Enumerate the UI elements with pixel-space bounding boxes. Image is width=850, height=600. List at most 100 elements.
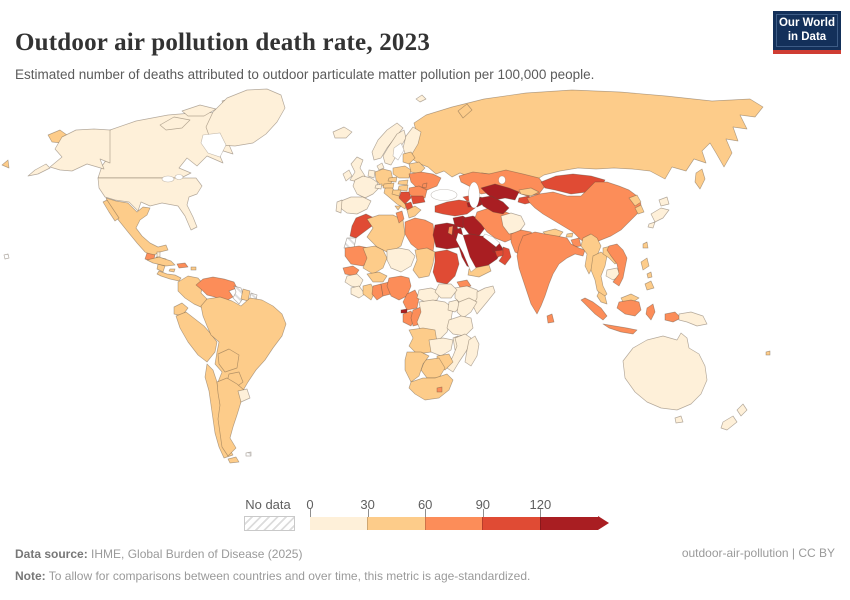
country-israel[interactable]: [447, 225, 454, 236]
country-mozambique[interactable]: [446, 333, 472, 373]
legend-no-data-swatch[interactable]: [244, 516, 295, 531]
country-madagascar[interactable]: [464, 335, 480, 367]
country-fiji[interactable]: [765, 350, 771, 356]
country-new-zealand-north[interactable]: [736, 403, 748, 417]
country-chad[interactable]: [412, 247, 436, 279]
country-zambia[interactable]: [428, 337, 454, 357]
country-ghana[interactable]: [371, 283, 384, 301]
country-malaysia-borneo[interactable]: [620, 293, 640, 303]
country-baltic-states[interactable]: [402, 151, 416, 165]
country-north-korea[interactable]: [628, 194, 642, 207]
country-denmark[interactable]: [376, 162, 385, 171]
country-sierra-leone-liberia[interactable]: [350, 285, 366, 299]
country-switzerland[interactable]: [374, 183, 383, 190]
country-ireland[interactable]: [342, 169, 353, 182]
country-china[interactable]: [526, 181, 642, 245]
country-central-african-republic[interactable]: [416, 287, 442, 303]
country-slovakia[interactable]: [397, 179, 409, 186]
legend-bin-90-120[interactable]: [482, 517, 541, 530]
country-philippines-visayas[interactable]: [646, 271, 653, 279]
country-bhutan[interactable]: [565, 232, 574, 238]
country-libya[interactable]: [404, 217, 436, 253]
country-tunisia[interactable]: [395, 210, 405, 224]
country-somalia[interactable]: [472, 285, 496, 315]
country-indonesia-sumatra[interactable]: [580, 297, 608, 321]
country-mexico[interactable]: [105, 197, 169, 257]
country-uzbekistan[interactable]: [480, 183, 520, 201]
country-ecuador[interactable]: [173, 302, 189, 317]
country-india[interactable]: [516, 231, 586, 315]
country-turkmenistan[interactable]: [478, 195, 510, 215]
country-usa-aleutians[interactable]: [27, 163, 51, 177]
country-bulgaria[interactable]: [410, 195, 426, 205]
country-portugal[interactable]: [335, 199, 343, 214]
country-south-sudan[interactable]: [434, 283, 458, 299]
country-new-zealand-south[interactable]: [720, 415, 738, 431]
country-united-kingdom[interactable]: [349, 156, 366, 183]
country-puerto-rico[interactable]: [190, 266, 197, 271]
country-senegal[interactable]: [342, 265, 360, 277]
country-hungary[interactable]: [397, 184, 409, 192]
country-usa[interactable]: [97, 177, 203, 231]
country-haiti-dominican-republic[interactable]: [176, 262, 189, 269]
country-vietnam[interactable]: [606, 243, 628, 287]
country-argentina[interactable]: [216, 377, 245, 457]
country-spain[interactable]: [338, 196, 372, 215]
country-sri-lanka[interactable]: [546, 313, 555, 324]
country-sudan[interactable]: [432, 249, 460, 285]
country-venezuela[interactable]: [195, 276, 238, 303]
country-uruguay[interactable]: [237, 388, 251, 403]
country-austria[interactable]: [382, 182, 395, 189]
legend-bin-30-60[interactable]: [366, 517, 425, 530]
country-bolivia[interactable]: [217, 348, 240, 373]
country-indonesia-java[interactable]: [602, 323, 638, 335]
country-belarus[interactable]: [408, 161, 426, 175]
country-nicaragua[interactable]: [156, 263, 166, 273]
country-poland[interactable]: [392, 165, 412, 179]
country-equatorial-guinea[interactable]: [400, 308, 408, 314]
country-ivory-coast[interactable]: [362, 283, 376, 301]
country-hawaii[interactable]: [3, 253, 10, 260]
country-guinea[interactable]: [344, 273, 364, 289]
country-yemen[interactable]: [467, 264, 492, 278]
country-algeria[interactable]: [366, 214, 406, 254]
country-brazil[interactable]: [200, 296, 287, 405]
legend-bin-60-90[interactable]: [424, 517, 483, 530]
country-kyrgyzstan[interactable]: [518, 187, 540, 197]
country-germany[interactable]: [374, 168, 394, 187]
country-thailand[interactable]: [590, 251, 608, 299]
country-burkina-faso[interactable]: [366, 271, 388, 283]
country-japan-hokkaido[interactable]: [658, 196, 670, 207]
country-cuba[interactable]: [146, 256, 176, 267]
country-mali[interactable]: [362, 245, 388, 275]
country-mexico-baja[interactable]: [102, 199, 120, 222]
country-greenland[interactable]: [205, 88, 286, 147]
country-sweden[interactable]: [382, 129, 407, 166]
legend-bin-120+[interactable]: [540, 517, 598, 530]
country-benelux[interactable]: [367, 169, 376, 179]
country-indonesia-sulawesi[interactable]: [645, 303, 656, 321]
country-lesotho[interactable]: [436, 386, 443, 393]
country-tierra-del-fuego[interactable]: [227, 456, 240, 464]
country-jamaica[interactable]: [168, 268, 176, 273]
country-philippines-mindanao[interactable]: [644, 280, 655, 291]
country-indonesia-kalimantan[interactable]: [616, 299, 642, 317]
country-greece[interactable]: [406, 205, 422, 219]
country-moldova[interactable]: [421, 182, 428, 189]
country-afghanistan[interactable]: [500, 212, 526, 235]
country-namibia[interactable]: [404, 351, 430, 383]
country-kenya[interactable]: [456, 297, 478, 319]
country-serbia-bosnia[interactable]: [398, 191, 412, 205]
country-south-africa[interactable]: [408, 373, 454, 401]
owid-logo[interactable]: Our World in Data: [773, 11, 841, 54]
country-italy-sicily[interactable]: [394, 205, 402, 211]
country-australia-tasmania[interactable]: [674, 415, 684, 424]
country-falkland-islands[interactable]: [245, 451, 252, 457]
country-malaysia-peninsula[interactable]: [596, 291, 608, 305]
country-russia-sakhalin[interactable]: [694, 168, 706, 190]
country-russia[interactable]: [405, 89, 764, 181]
country-japan-honshu[interactable]: [650, 207, 670, 223]
country-australia[interactable]: [622, 332, 708, 411]
country-cameroon[interactable]: [402, 289, 420, 311]
country-france[interactable]: [352, 175, 380, 199]
